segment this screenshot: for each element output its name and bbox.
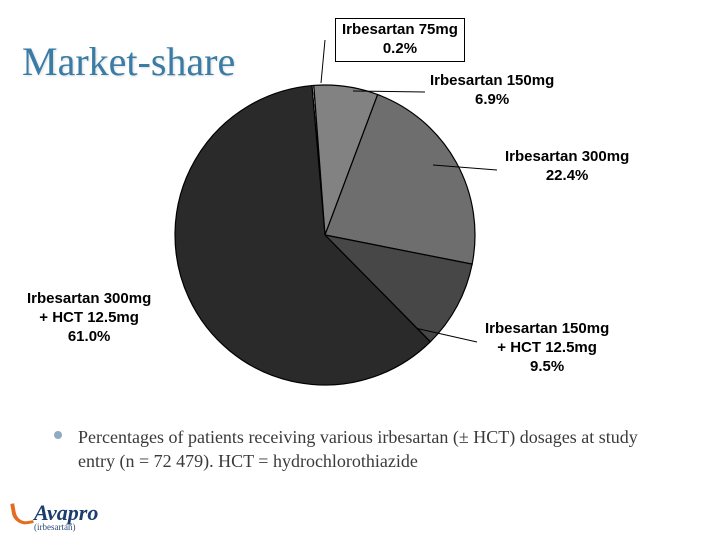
caption-block: Percentages of patients receiving variou…: [78, 425, 678, 474]
slice-label: Irbesartan 300mg+ HCT 12.5mg61.0%: [27, 290, 151, 346]
slice-label: Irbesartan 150mg+ HCT 12.5mg9.5%: [485, 320, 609, 376]
slice-label: Irbesartan 300mg22.4%: [505, 148, 629, 186]
caption-text: Percentages of patients receiving variou…: [78, 427, 638, 471]
brand-logo: Avapro (irbesartan): [12, 500, 98, 532]
logo-swoosh-icon: [10, 500, 34, 526]
bullet-icon: [54, 431, 62, 439]
slice-label: Irbesartan 75mg0.2%: [335, 18, 465, 62]
slice-label: Irbesartan 150mg6.9%: [430, 72, 554, 110]
leader-line: [321, 40, 325, 83]
pie-chart: Irbesartan 75mg0.2% Irbesartan 150mg6.9% I…: [25, 20, 705, 420]
